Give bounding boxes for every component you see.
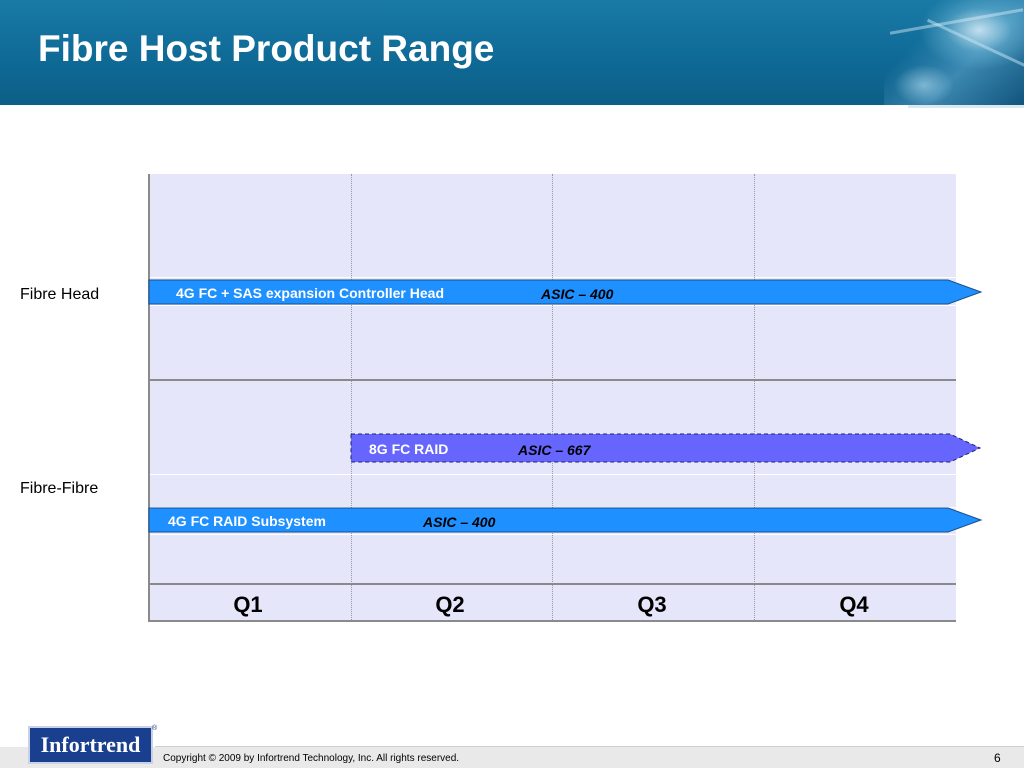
copyright-text: Copyright © 2009 by Infortrend Technolog… xyxy=(163,753,460,764)
quarter-divider xyxy=(754,174,755,620)
slide-title: Fibre Host Product Range xyxy=(38,28,495,69)
band-separator xyxy=(148,583,956,585)
band-separator xyxy=(148,379,956,381)
bar-arrow-controller-head xyxy=(148,279,983,305)
quarter-label-q1: Q1 xyxy=(233,592,263,617)
gridline xyxy=(150,474,956,475)
quarter-label-q4: Q4 xyxy=(839,592,869,617)
row-label-fibre-fibre: Fibre-Fibre xyxy=(20,480,99,497)
footer-band xyxy=(0,747,1024,768)
quarter-label-q2: Q2 xyxy=(435,592,465,617)
header-banner: Fibre Host Product Range xyxy=(0,0,1024,105)
bar-asic-controller-head: ASIC – 400 xyxy=(541,286,614,302)
bar-label-controller-head: 4G FC + SAS expansion Controller Head xyxy=(176,285,445,301)
gridline xyxy=(150,534,956,535)
chart-left-axis xyxy=(148,174,150,622)
bar-label-raid-subsystem: 4G FC RAID Subsystem xyxy=(168,513,326,529)
roadmap-chart: Q1 Q2 Q3 Q4 xyxy=(148,174,956,622)
bar-asic-8g-raid: ASIC – 667 xyxy=(518,442,591,458)
bar-asic-raid-subsystem: ASIC – 400 xyxy=(423,514,496,530)
trademark-mark: ® xyxy=(152,725,158,732)
gridline xyxy=(150,305,956,306)
gridline xyxy=(150,277,956,278)
infortrend-logo: Infortrend xyxy=(28,726,153,764)
bar-arrow-8g-raid xyxy=(350,433,982,463)
page-number: 6 xyxy=(994,751,1001,765)
quarter-label-q3: Q3 xyxy=(637,592,667,617)
header-decorative-image xyxy=(884,0,1024,105)
quarter-divider xyxy=(552,174,553,620)
bar-arrow-raid-subsystem xyxy=(148,507,983,533)
footer-divider xyxy=(155,746,1024,747)
bar-label-8g-raid: 8G FC RAID xyxy=(369,441,449,457)
quarter-divider xyxy=(351,174,352,620)
row-label-fibre-head: Fibre Head xyxy=(20,286,100,303)
chart-bottom-axis xyxy=(148,620,956,622)
logo-text: Infortrend xyxy=(40,732,141,757)
header-underline xyxy=(908,105,1024,108)
